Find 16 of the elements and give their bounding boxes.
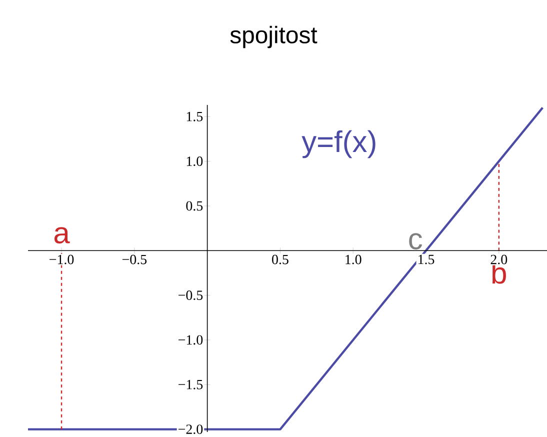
text: y=f(x) [302,130,376,158]
y-tick-label: −1.5 [178,380,203,390]
x-tick-label: −0.5 [122,254,147,264]
x-tick-label: 1.5 [418,254,434,264]
x-tick-label: 0.5 [272,254,288,264]
annotation: c [409,233,422,250]
y-tick-label: −1.0 [178,335,203,345]
y-tick-label: 1.5 [186,112,203,122]
annotation: a [54,227,70,244]
y-tick-label: 0.5 [186,201,203,211]
x-tick-label: 1.0 [346,254,362,264]
y-tick-label: −0.5 [178,290,203,300]
chart-title: spojitost [230,26,318,48]
y-tick-label: 1.0 [186,156,203,166]
y-tick-label: −2.0 [178,424,203,434]
x-tick-label: −1.0 [50,254,74,264]
